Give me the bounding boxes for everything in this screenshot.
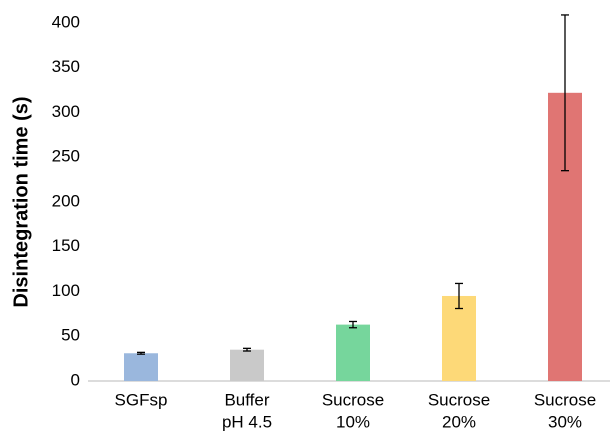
- error-bar: [455, 282, 463, 310]
- error-bar: [349, 320, 357, 329]
- error-bar: [137, 351, 145, 355]
- error-bar: [243, 347, 251, 352]
- error-bar: [561, 14, 569, 172]
- y-tick-label: 100: [52, 281, 80, 300]
- x-tick-label: Sucrose: [322, 390, 384, 409]
- y-tick-label: 150: [52, 236, 80, 255]
- x-tick-label: Buffer: [224, 390, 269, 409]
- bar: [124, 353, 158, 381]
- y-tick-label: 50: [61, 326, 80, 345]
- y-tick-label: 350: [52, 57, 80, 76]
- y-axis-label: Disintegration time (s): [10, 96, 32, 307]
- y-tick-label: 250: [52, 147, 80, 166]
- y-tick-label: 400: [52, 12, 80, 31]
- x-tick-label: Sucrose: [534, 390, 596, 409]
- y-tick-label: 200: [52, 191, 80, 210]
- y-tick-label: 300: [52, 102, 80, 121]
- x-tick-label: 10%: [336, 412, 370, 431]
- x-tick-label: Sucrose: [428, 390, 490, 409]
- y-tick-label: 0: [71, 370, 80, 389]
- bar: [442, 295, 476, 381]
- bar: [230, 349, 264, 381]
- x-tick-label: SGFsp: [115, 390, 168, 409]
- bar: [336, 324, 370, 381]
- x-tick-label: 30%: [548, 412, 582, 431]
- x-tick-label: pH 4.5: [222, 412, 272, 431]
- x-tick-label: 20%: [442, 412, 476, 431]
